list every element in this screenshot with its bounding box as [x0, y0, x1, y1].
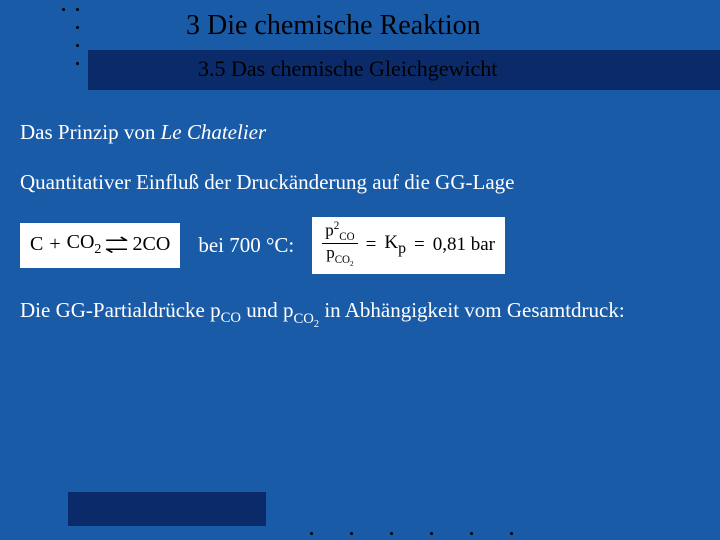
equation-row: C + CO2 ⇀↽ 2CO bei 700 °C: p2CO pCO2 = K…: [20, 217, 710, 275]
product-2co: 2CO: [133, 231, 171, 258]
partial-pressure-line: Die GG-Partialdrücke pCO und pCO2 in Abh…: [20, 296, 710, 331]
slide-subtitle: 3.5 Das chemische Gleichgewicht: [88, 56, 720, 82]
slide-title: 3 Die chemische Reaktion: [88, 10, 708, 42]
equals-1: =: [366, 232, 377, 258]
kp-value: 0,81 bar: [433, 232, 495, 258]
slide-content: Das Prinzip von Le Chatelier Quantitativ…: [20, 118, 710, 331]
principle-prefix: Das Prinzip von: [20, 120, 161, 144]
slide-header: 3 Die chemische Reaktion: [88, 0, 708, 42]
principle-name: Le Chatelier: [161, 120, 267, 144]
temperature-label: bei 700 °C:: [198, 231, 294, 259]
fraction-numerator: p2CO: [322, 221, 357, 245]
kp-symbol: Kp: [384, 230, 406, 259]
equals-2: =: [414, 232, 425, 258]
plus-sign: +: [49, 231, 60, 258]
quantitative-line: Quantitativer Einfluß der Druckänderung …: [20, 168, 710, 196]
reactant-c: C: [30, 231, 43, 258]
kp-equation-box: p2CO pCO2 = Kp = 0,81 bar: [312, 217, 505, 275]
principle-line: Das Prinzip von Le Chatelier: [20, 118, 710, 146]
reactant-co2: CO2: [67, 229, 102, 260]
subtitle-band: 3.5 Das chemische Gleichgewicht: [88, 50, 720, 90]
fraction-denominator: pCO2: [323, 244, 356, 268]
equilibrium-arrows-icon: ⇀↽: [105, 236, 129, 254]
pressure-fraction: p2CO pCO2: [322, 221, 357, 269]
bottom-accent-band: [68, 492, 266, 526]
reaction-equation-box: C + CO2 ⇀↽ 2CO: [20, 223, 180, 268]
